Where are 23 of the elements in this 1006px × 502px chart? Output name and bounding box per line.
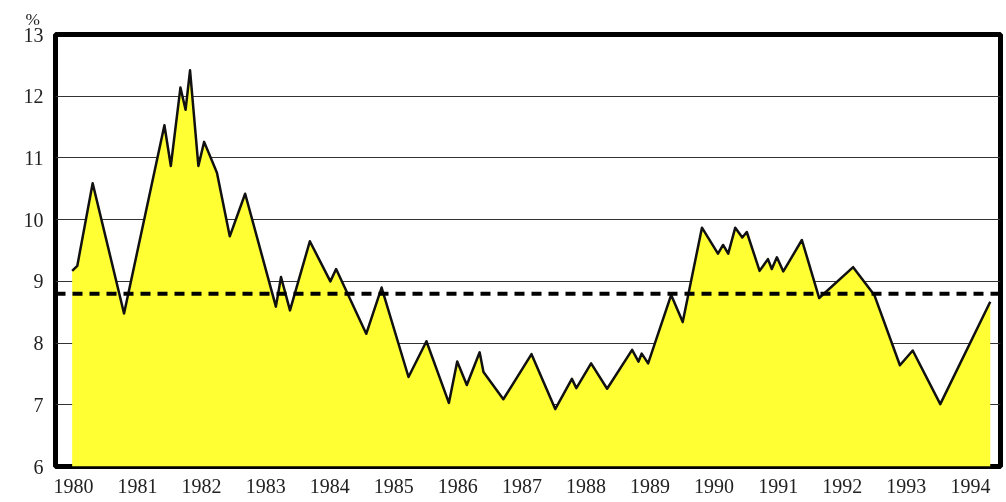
- y-tick-label: 8: [33, 332, 44, 355]
- y-tick-label: 7: [33, 393, 44, 416]
- x-tick-label: 1993: [886, 474, 927, 497]
- x-tick-label: 1986: [437, 474, 478, 497]
- x-tick-label: 1983: [245, 474, 286, 497]
- x-tick-label: 1994: [950, 474, 991, 497]
- x-tick-label: 1992: [822, 474, 863, 497]
- x-tick-label: 1988: [565, 474, 606, 497]
- y-tick-label: 6: [33, 455, 44, 478]
- y-tick-label: 9: [33, 270, 44, 293]
- y-tick-label: 12: [23, 85, 44, 108]
- x-tick-label: 1982: [181, 474, 222, 497]
- x-tick-label: 1991: [758, 474, 799, 497]
- x-tick-label: 1984: [309, 474, 350, 497]
- x-tick-label: 1990: [694, 474, 735, 497]
- x-tick-label: 1981: [117, 474, 158, 497]
- x-tick-label: 1985: [373, 474, 414, 497]
- x-tick-label: 1987: [501, 474, 542, 497]
- y-tick-label: 10: [23, 208, 44, 231]
- y-axis-title: %: [25, 9, 40, 29]
- y-tick-label: 11: [24, 146, 44, 169]
- x-tick-label: 1989: [630, 474, 671, 497]
- x-tick-label: 1980: [53, 474, 94, 497]
